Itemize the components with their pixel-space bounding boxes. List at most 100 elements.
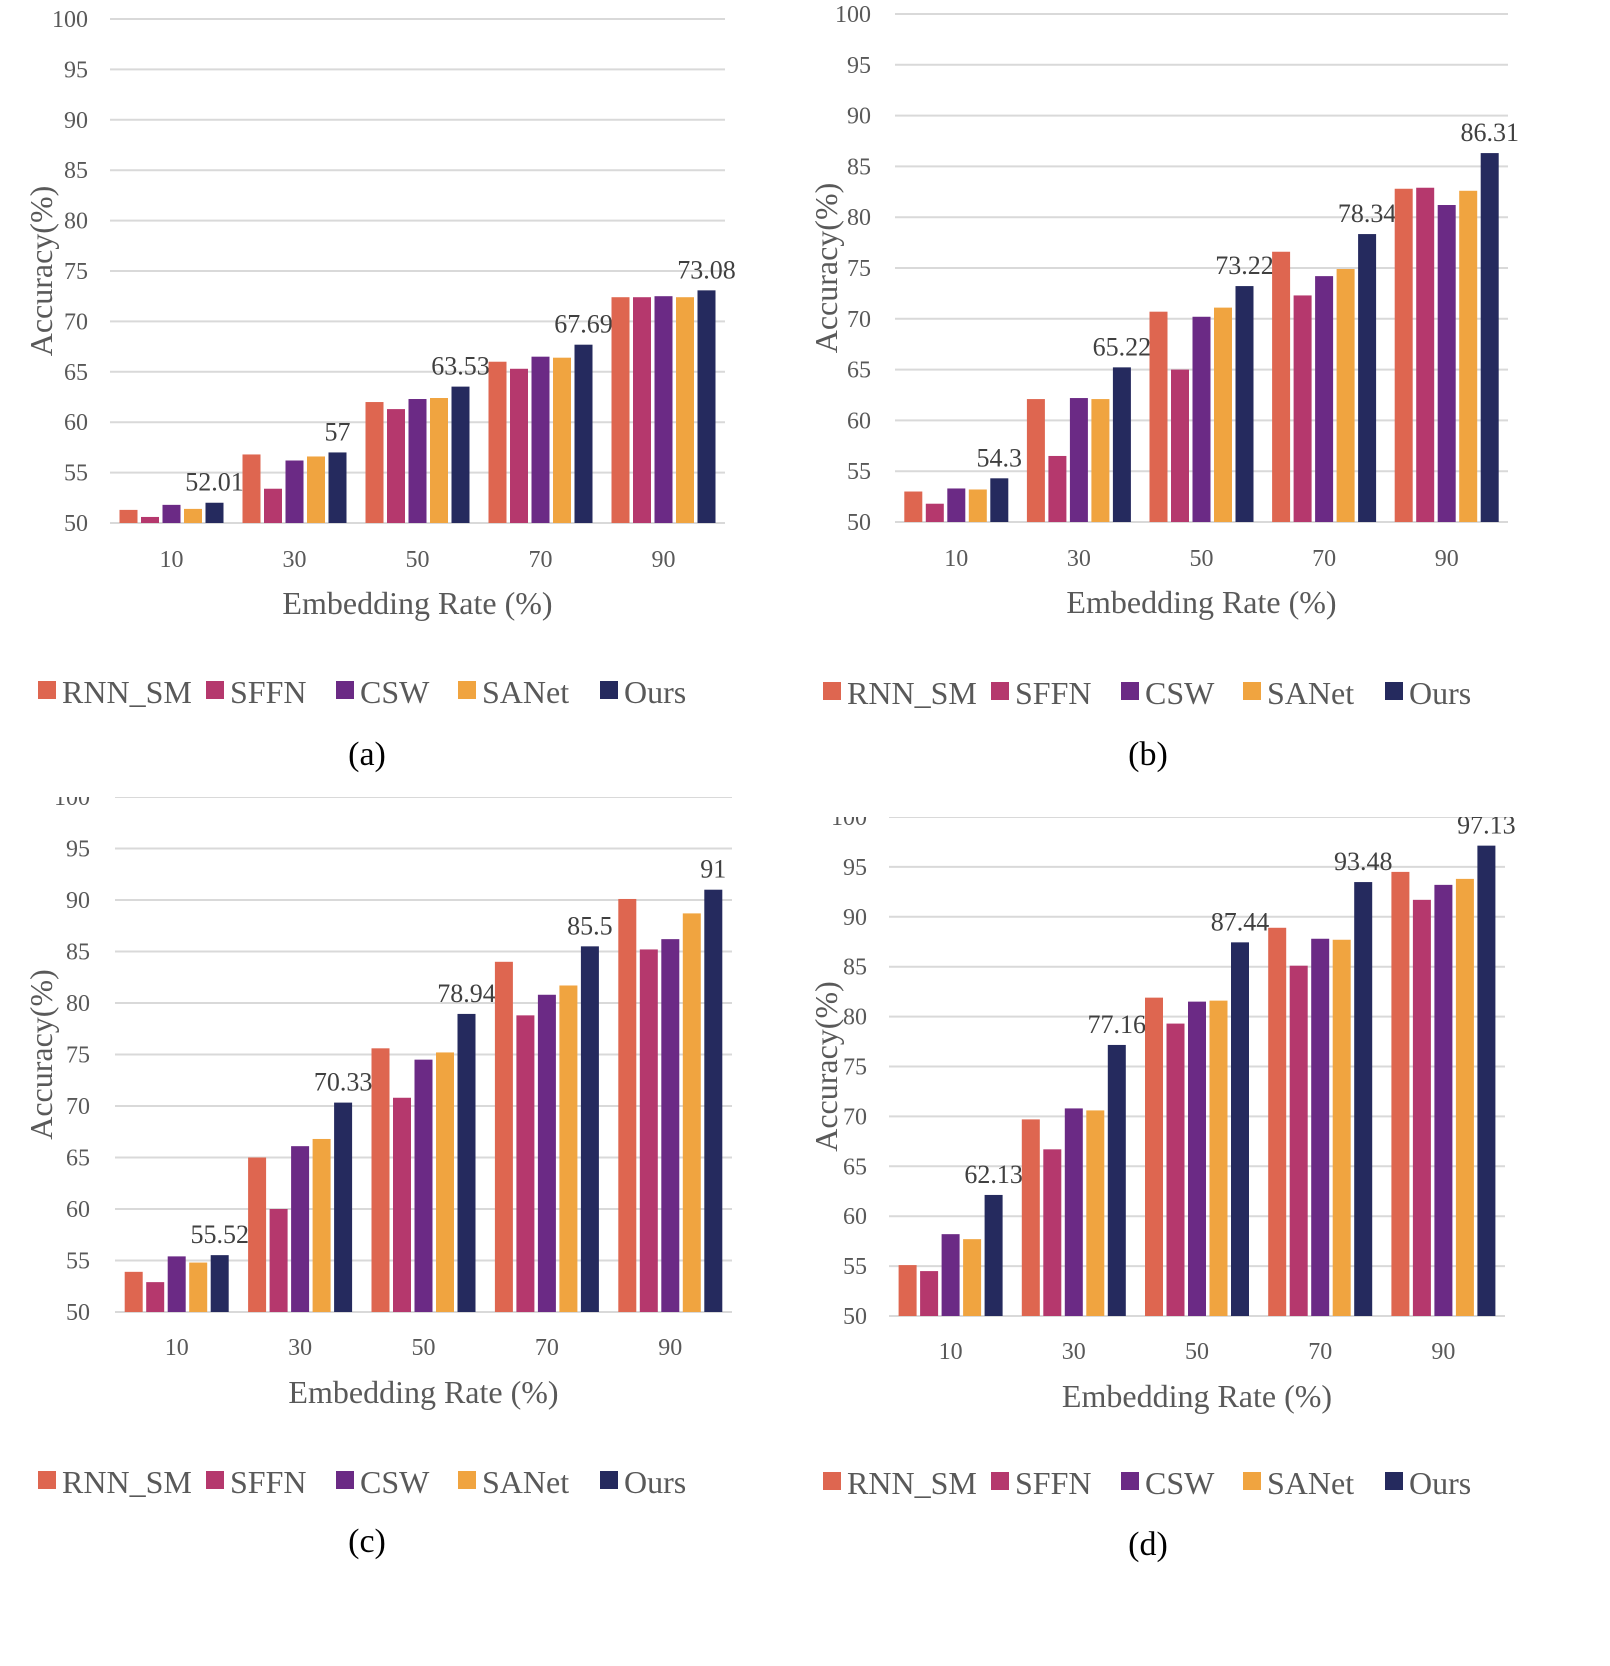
y-tick-label: 70: [843, 1104, 867, 1130]
data-label-ours: 78.94: [437, 979, 496, 1008]
bar-CSW-30: [1069, 398, 1088, 522]
x-tick-label: 50: [406, 547, 430, 573]
data-label-ours: 52.01: [185, 468, 244, 497]
y-tick-label: 60: [843, 1204, 867, 1230]
bar-Ours-10: [210, 1255, 229, 1312]
legend-label-CSW: CSW: [1145, 1465, 1215, 1501]
legend-swatch-CSW: [336, 1471, 354, 1489]
bar-SANet-30: [312, 1138, 331, 1312]
y-tick-label: 100: [54, 797, 90, 811]
data-label-ours: 57: [325, 417, 351, 446]
y-tick-label: 50: [843, 1304, 867, 1330]
bar-CSW-90: [654, 296, 673, 523]
y-tick-label: 90: [847, 104, 871, 130]
bar-RNN_SM-10: [124, 1271, 143, 1312]
legend-label-SFFN: SFFN: [1015, 1465, 1092, 1501]
y-tick-label: 65: [64, 360, 88, 386]
legend-swatch-CSW: [336, 681, 354, 699]
bar-CSW-30: [291, 1146, 310, 1312]
bar-CSW-70: [537, 994, 556, 1312]
bar-RNN_SM-10: [898, 1265, 917, 1316]
x-tick-label: 50: [412, 1335, 436, 1361]
legend-label-SANet: SANet: [482, 1464, 569, 1500]
y-axis-title: Accuracy(%): [808, 183, 844, 354]
bar-SANet-50: [1209, 1000, 1228, 1316]
legend-swatch-Ours: [600, 681, 618, 699]
y-tick-label: 95: [843, 855, 867, 881]
legend-label-RNN_SM: RNN_SM: [847, 1465, 977, 1501]
bar-RNN_SM-10: [904, 491, 923, 522]
x-tick-label: 70: [529, 547, 553, 573]
data-label-ours: 55.52: [190, 1220, 249, 1249]
bar-Ours-70: [1358, 234, 1377, 522]
bar-SFFN-90: [639, 949, 658, 1312]
y-tick-label: 50: [847, 510, 871, 536]
panel-caption: (d): [1128, 1526, 1168, 1563]
bar-Ours-10: [205, 502, 224, 523]
bar-SFFN-10: [141, 516, 159, 523]
bar-CSW-30: [1064, 1108, 1083, 1316]
bar-CSW-90: [1434, 884, 1453, 1316]
y-tick-label: 55: [843, 1254, 867, 1280]
bar-SANet-50: [436, 1052, 454, 1312]
x-tick-label: 70: [535, 1335, 559, 1361]
y-axis-title: Accuracy(%): [23, 186, 59, 357]
y-tick-label: 95: [66, 837, 90, 863]
y-tick-label: 90: [64, 108, 88, 134]
x-tick-label: 90: [1431, 1339, 1455, 1365]
panel-caption: (b): [1128, 736, 1168, 773]
bar-SFFN-90: [1412, 899, 1431, 1316]
y-tick-label: 100: [835, 2, 871, 28]
bar-SFFN-90: [1416, 187, 1435, 522]
x-tick-label: 10: [939, 1339, 963, 1365]
y-tick-label: 75: [64, 259, 88, 285]
data-label-ours: 77.16: [1088, 1010, 1147, 1039]
bar-SFFN-50: [393, 1097, 411, 1312]
y-tick-label: 65: [66, 1146, 90, 1172]
bar-CSW-50: [414, 1059, 433, 1312]
legend-swatch-SFFN: [991, 1472, 1009, 1490]
legend-label-Ours: Ours: [624, 674, 686, 710]
bar-SANet-30: [1086, 1110, 1105, 1316]
bar-RNN_SM-30: [248, 1157, 267, 1312]
bar-RNN_SM-30: [1026, 399, 1045, 522]
y-tick-label: 85: [847, 154, 871, 180]
y-tick-label: 80: [66, 991, 90, 1017]
bar-SFFN-70: [510, 368, 528, 523]
bar-SANet-90: [1455, 878, 1474, 1316]
bar-Ours-70: [1354, 882, 1373, 1316]
bar-Ours-90: [1477, 845, 1496, 1316]
bar-RNN_SM-70: [494, 961, 513, 1312]
bar-SANet-10: [184, 508, 202, 523]
bar-SANet-90: [1459, 190, 1478, 522]
y-tick-label: 60: [847, 408, 871, 434]
y-tick-label: 60: [66, 1197, 90, 1223]
bar-CSW-90: [661, 939, 680, 1312]
data-label-ours: 87.44: [1211, 907, 1270, 936]
x-tick-label: 70: [1312, 546, 1336, 572]
legend-label-CSW: CSW: [360, 674, 430, 710]
bar-CSW-90: [1437, 205, 1456, 522]
data-label-ours: 85.5: [567, 911, 613, 940]
x-tick-label: 90: [658, 1335, 682, 1361]
chart-panel-c: 50 55 60 65 70 75 80 85 90 95 100 55.52 10 70.33 30 78.…: [0, 797, 805, 1630]
legend-label-RNN_SM: RNN_SM: [62, 674, 192, 710]
bar-SANet-50: [430, 398, 448, 523]
bar-SFFN-50: [387, 409, 405, 523]
legend-label-SFFN: SFFN: [1015, 675, 1092, 711]
legend-swatch-RNN_SM: [823, 1472, 841, 1490]
bar-RNN_SM-90: [1391, 871, 1410, 1316]
data-label-ours: 78.34: [1338, 199, 1397, 228]
legend-swatch-SFFN: [206, 1471, 224, 1489]
legend-label-RNN_SM: RNN_SM: [62, 1464, 192, 1500]
x-axis-title: Embedding Rate (%): [282, 585, 552, 621]
y-tick-label: 65: [843, 1154, 867, 1180]
y-tick-label: 65: [847, 358, 871, 384]
bar-SANet-10: [968, 489, 987, 522]
bar-Ours-50: [457, 1013, 476, 1312]
bar-Ours-90: [697, 290, 716, 523]
bar-RNN_SM-90: [1394, 188, 1413, 522]
chart-c-svg: 50 55 60 65 70 75 80 85 90 95 100 55.52 10 70.33 30 78.…: [23, 797, 732, 1560]
bar-Ours-30: [334, 1102, 353, 1312]
legend-label-SANet: SANet: [482, 674, 569, 710]
